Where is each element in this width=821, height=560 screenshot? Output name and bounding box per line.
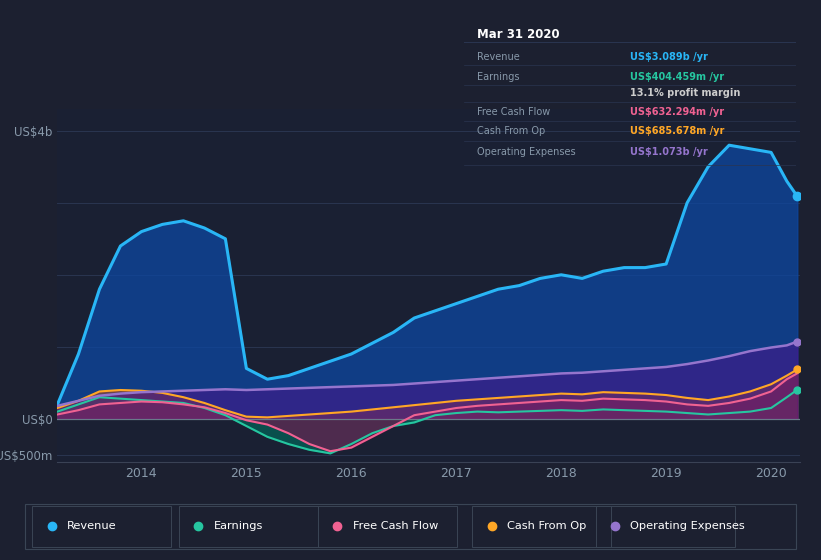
Text: US$3.089b /yr: US$3.089b /yr <box>631 53 708 63</box>
Text: US$404.459m /yr: US$404.459m /yr <box>631 72 724 82</box>
Text: Revenue: Revenue <box>477 53 520 63</box>
Text: Cash From Op: Cash From Op <box>507 521 586 531</box>
Text: US$632.294m /yr: US$632.294m /yr <box>631 107 724 117</box>
Text: US$685.678m /yr: US$685.678m /yr <box>631 126 724 136</box>
Text: Cash From Op: Cash From Op <box>477 126 545 136</box>
Text: Operating Expenses: Operating Expenses <box>631 521 745 531</box>
Bar <box>472 506 611 547</box>
Text: Free Cash Flow: Free Cash Flow <box>353 521 438 531</box>
Bar <box>596 506 735 547</box>
Text: Free Cash Flow: Free Cash Flow <box>477 107 550 117</box>
Text: 13.1% profit margin: 13.1% profit margin <box>631 87 741 97</box>
Bar <box>179 506 318 547</box>
Bar <box>32 506 172 547</box>
Text: Mar 31 2020: Mar 31 2020 <box>477 28 560 41</box>
Text: Operating Expenses: Operating Expenses <box>477 147 576 157</box>
Bar <box>318 506 456 547</box>
Text: Earnings: Earnings <box>477 72 520 82</box>
Text: US$1.073b /yr: US$1.073b /yr <box>631 147 708 157</box>
Text: Earnings: Earnings <box>213 521 263 531</box>
Text: Revenue: Revenue <box>67 521 117 531</box>
